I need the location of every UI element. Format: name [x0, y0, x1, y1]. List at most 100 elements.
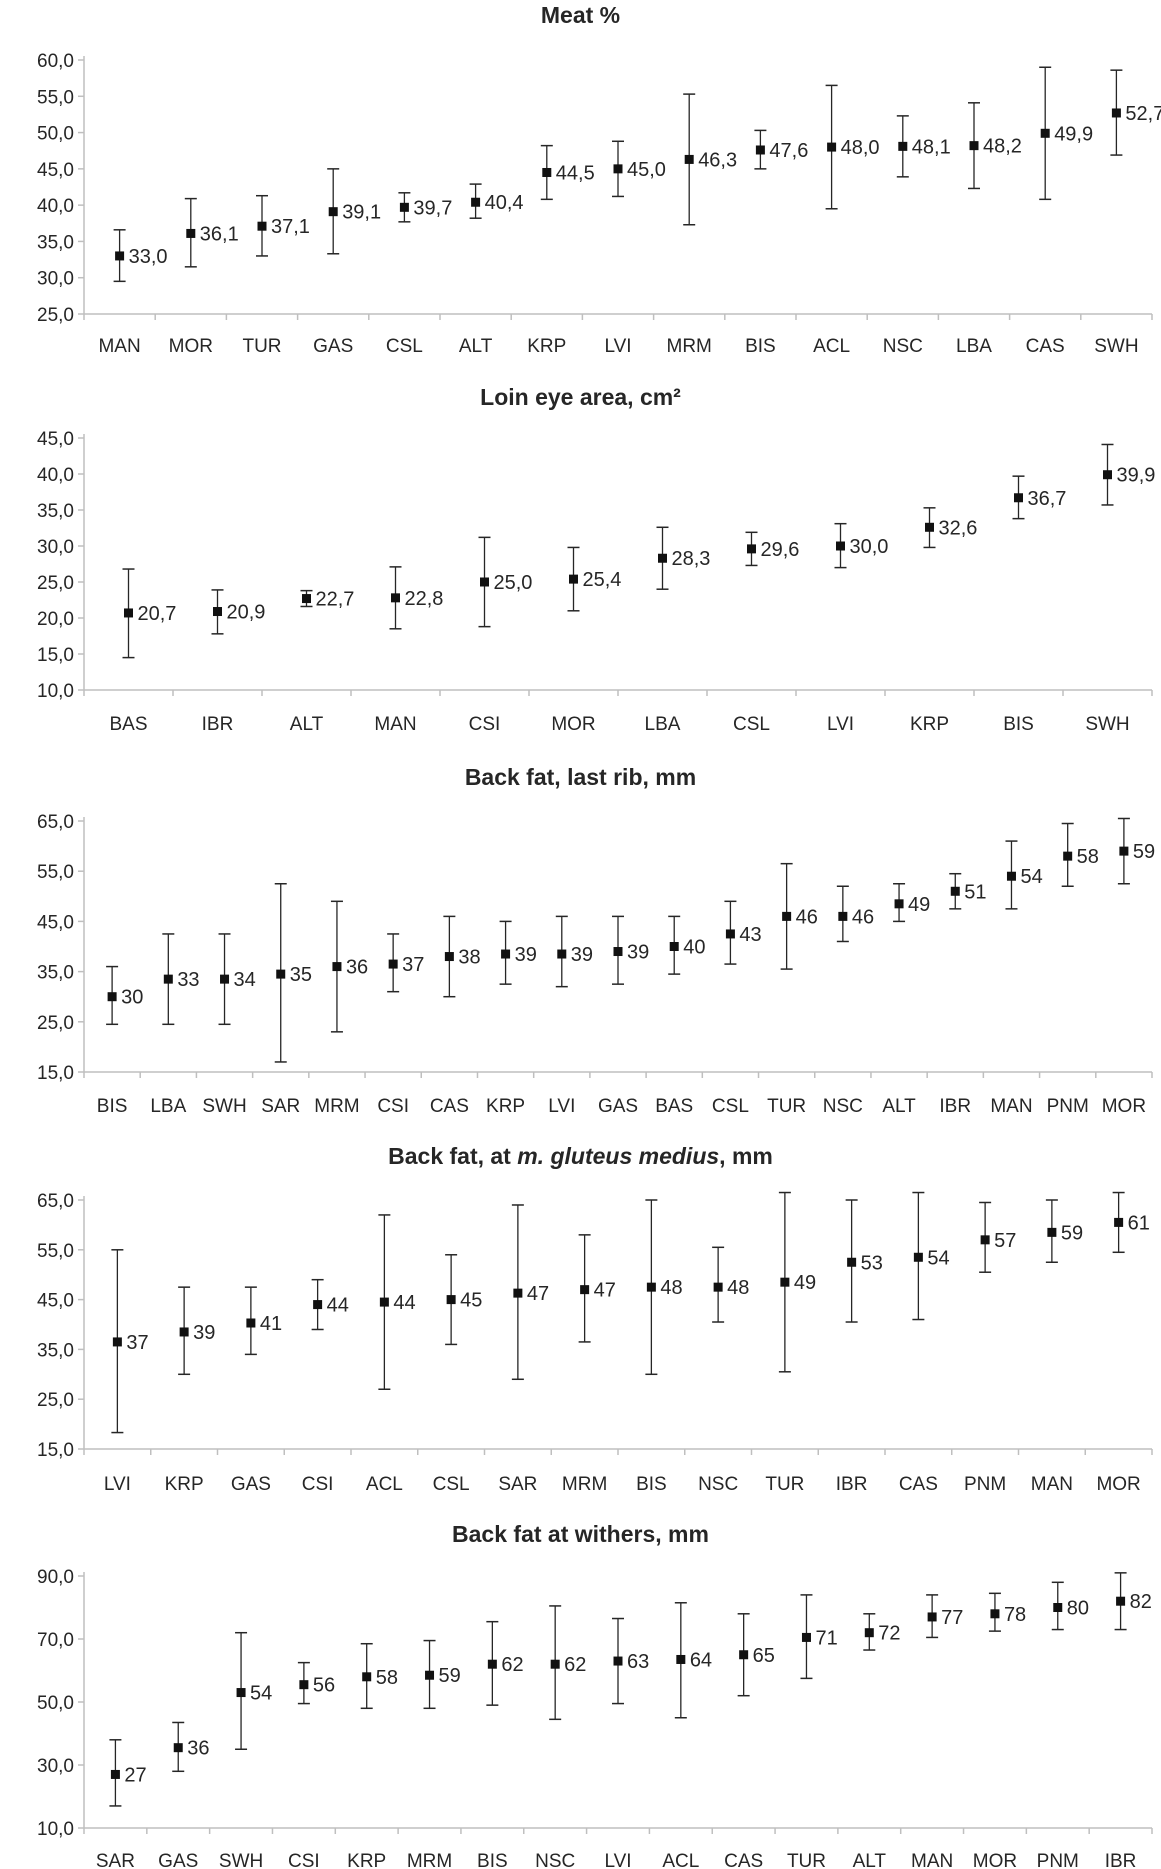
data-point	[480, 577, 489, 587]
x-tick-label: LVI	[827, 714, 854, 735]
data-point	[220, 974, 230, 984]
chart-4: 15,0 25,0 35,0 45,0 55,0 65,0 LVI 37 KRP 39 GAS 41 C…	[37, 1191, 1153, 1495]
data-point	[646, 1282, 656, 1292]
data-label: 59	[439, 1665, 461, 1687]
data-point	[990, 1609, 1000, 1619]
data-point	[980, 1235, 990, 1245]
data-label: 71	[815, 1627, 837, 1649]
data-point	[864, 1628, 874, 1638]
data-label: 47	[594, 1280, 616, 1302]
x-tick-label: NSC	[535, 1851, 575, 1869]
x-tick-label: LVI	[604, 1851, 631, 1869]
data-point	[302, 594, 311, 604]
chart-title: Back fat, at m. gluteus medius, mm	[0, 1143, 1161, 1170]
x-tick-label: IBR	[939, 1096, 971, 1117]
data-label: 62	[501, 1654, 523, 1676]
data-label: 49	[908, 894, 930, 916]
data-point	[755, 145, 765, 155]
data-label: 35	[290, 964, 312, 986]
data-label: 39,7	[413, 197, 452, 219]
x-tick-label: ALT	[290, 714, 324, 735]
y-tick-label: 40,0	[37, 465, 74, 486]
data-point	[847, 1257, 857, 1267]
x-tick-label: MRM	[667, 336, 712, 357]
data-label: 36	[187, 1738, 209, 1760]
data-label: 20,9	[227, 602, 266, 624]
data-label: 33	[177, 969, 199, 991]
data-point	[163, 974, 173, 984]
x-tick-label: MOR	[1102, 1096, 1146, 1117]
data-point	[747, 544, 756, 554]
data-label: 44	[393, 1292, 415, 1314]
x-tick-label: BIS	[97, 1096, 128, 1117]
data-point	[780, 1277, 790, 1287]
data-point	[1111, 108, 1121, 118]
data-label: 28,3	[672, 548, 711, 570]
x-tick-label: NSC	[883, 336, 923, 357]
chart-5: 10,0 30,0 50,0 70,0 90,0 SAR 27 GAS 36 SWH 54 CSI 56…	[37, 1567, 1153, 1869]
x-tick-label: ALT	[459, 336, 493, 357]
x-tick-label: GAS	[231, 1474, 271, 1495]
chart-title: Back fat at withers, mm	[452, 1521, 709, 1547]
y-tick-label: 30,0	[37, 537, 74, 558]
chart-title: Loin eye area, cm²	[480, 384, 681, 410]
x-tick-label: CAS	[724, 1851, 763, 1869]
data-label: 33,0	[129, 246, 168, 268]
y-tick-label: 45,0	[37, 429, 74, 450]
data-label: 25,0	[494, 572, 533, 594]
chart-title: Meat %	[540, 2, 621, 28]
x-tick-label: NSC	[823, 1096, 863, 1117]
data-point	[1040, 128, 1050, 138]
x-tick-label: KRP	[527, 336, 566, 357]
x-tick-label: BIS	[745, 336, 776, 357]
x-tick-label: MOR	[169, 336, 213, 357]
x-tick-label: LVI	[604, 336, 631, 357]
data-label: 41	[260, 1313, 282, 1335]
x-tick-label: MRM	[314, 1096, 359, 1117]
chart-title: Back fat, last rib, mm	[464, 764, 697, 790]
data-point	[513, 1288, 523, 1298]
data-point	[112, 1337, 122, 1347]
x-tick-label: MAN	[911, 1851, 953, 1869]
data-label: 53	[861, 1252, 883, 1274]
data-label: 40,4	[485, 192, 524, 214]
data-label: 46	[796, 906, 818, 928]
data-point	[801, 1632, 811, 1642]
x-tick-label: CSI	[377, 1096, 409, 1117]
data-point	[927, 1612, 937, 1622]
x-tick-label: GAS	[313, 336, 353, 357]
y-tick-label: 45,0	[37, 160, 74, 181]
x-tick-label: SWH	[1094, 336, 1138, 357]
data-point	[1053, 1603, 1063, 1612]
y-tick-label: 25,0	[37, 1013, 74, 1034]
x-tick-label: TUR	[765, 1474, 804, 1495]
data-label: 51	[964, 881, 986, 903]
data-point	[836, 541, 845, 551]
x-tick-label: IBR	[202, 714, 234, 735]
x-tick-label: MAN	[990, 1096, 1032, 1117]
x-tick-label: ALT	[882, 1096, 916, 1117]
data-label: 37	[126, 1332, 148, 1354]
data-label: 46,3	[698, 149, 737, 171]
data-point	[328, 207, 338, 217]
data-point	[313, 1300, 323, 1310]
data-point	[1119, 846, 1129, 856]
data-label: 37	[402, 954, 424, 976]
x-tick-label: TUR	[787, 1851, 826, 1869]
data-point	[913, 1252, 923, 1262]
data-label: 63	[627, 1651, 649, 1673]
data-point	[1047, 1227, 1057, 1237]
y-tick-label: 45,0	[37, 912, 74, 933]
x-tick-label: GAS	[158, 1851, 198, 1869]
data-label: 39,9	[1117, 465, 1156, 487]
x-tick-label: SWH	[202, 1096, 246, 1117]
y-tick-label: 40,0	[37, 196, 74, 217]
y-tick-label: 65,0	[37, 1191, 74, 1212]
x-tick-label: ALT	[853, 1851, 887, 1869]
data-label: 27	[124, 1764, 146, 1786]
data-label: 54	[927, 1247, 949, 1269]
data-label: 22,7	[316, 589, 355, 611]
data-label: 20,7	[138, 603, 177, 625]
data-label: 59	[1061, 1222, 1083, 1244]
